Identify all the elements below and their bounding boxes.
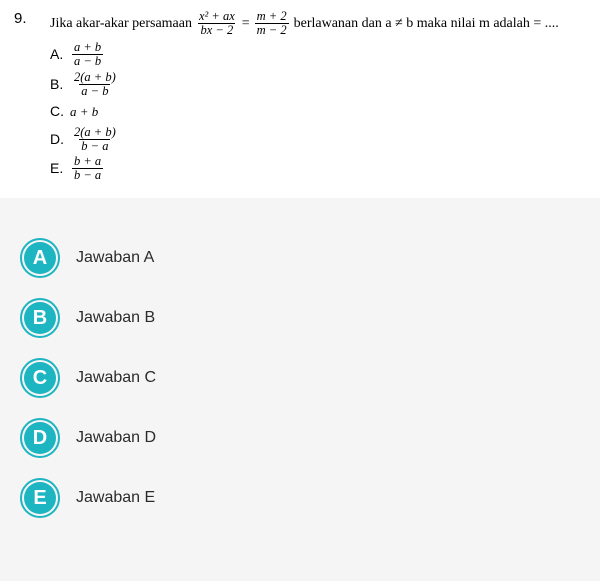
- option-line: A.a + ba − b: [50, 41, 586, 68]
- answer-badge-icon: D: [20, 418, 60, 458]
- equation-rhs-fraction: m + 2 m − 2: [255, 10, 289, 37]
- option-fraction: 2(a + b)b − a: [72, 126, 118, 153]
- option-fraction: a + ba − b: [72, 41, 103, 68]
- option-label: E.: [50, 158, 70, 179]
- answer-text: Jawaban C: [76, 369, 156, 387]
- answer-badge-icon: A: [20, 238, 60, 278]
- option-denominator: b − a: [72, 168, 103, 182]
- option-fraction: 2(a + b)a − b: [72, 71, 118, 98]
- equation-equals: =: [242, 13, 250, 34]
- answer-letter: B: [33, 307, 47, 330]
- option-line: E.b + ab − a: [50, 155, 586, 182]
- question-body: Jika akar-akar persamaan x² + ax bx − 2 …: [50, 10, 586, 184]
- answer-option-b[interactable]: B Jawaban B: [20, 298, 580, 338]
- lhs-numerator: x² + ax: [197, 10, 237, 23]
- option-label: D.: [50, 129, 70, 150]
- answer-letter: D: [33, 427, 47, 450]
- option-numerator: 2(a + b): [72, 126, 118, 139]
- option-fraction: b + ab − a: [72, 155, 103, 182]
- option-denominator: a − b: [72, 54, 103, 68]
- option-line: B.2(a + b)a − b: [50, 71, 586, 98]
- equation-lhs-fraction: x² + ax bx − 2: [197, 10, 237, 37]
- option-denominator: b − a: [79, 139, 110, 153]
- rhs-denominator: m − 2: [255, 23, 289, 37]
- answer-letter: E: [33, 487, 46, 510]
- answer-option-a[interactable]: A Jawaban A: [20, 238, 580, 278]
- answer-letter: C: [33, 367, 47, 390]
- option-line: D.2(a + b)b − a: [50, 126, 586, 153]
- answer-option-d[interactable]: D Jawaban D: [20, 418, 580, 458]
- answer-choices: A Jawaban A B Jawaban B C Jawaban C D Jawaban D…: [0, 198, 600, 548]
- question-panel: 9. Jika akar-akar persamaan x² + ax bx −…: [0, 0, 600, 198]
- answer-option-c[interactable]: C Jawaban C: [20, 358, 580, 398]
- question-number: 9.: [14, 10, 50, 27]
- answer-text: Jawaban B: [76, 309, 155, 327]
- question-stem: Jika akar-akar persamaan x² + ax bx − 2 …: [50, 10, 586, 37]
- answer-badge-icon: E: [20, 478, 60, 518]
- option-numerator: b + a: [72, 155, 103, 168]
- option-label: C.: [50, 101, 70, 122]
- option-numerator: a + b: [72, 41, 103, 54]
- stem-post: berlawanan dan a ≠ b maka nilai m adalah…: [294, 13, 559, 34]
- answer-badge-icon: C: [20, 358, 60, 398]
- answer-letter: A: [33, 247, 47, 270]
- answer-text: Jawaban A: [76, 249, 154, 267]
- rhs-numerator: m + 2: [255, 10, 289, 23]
- options-list: A.a + ba − bB.2(a + b)a − bC.a + bD.2(a …: [50, 41, 586, 182]
- answer-text: Jawaban E: [76, 489, 155, 507]
- answer-option-e[interactable]: E Jawaban E: [20, 478, 580, 518]
- answer-badge-icon: B: [20, 298, 60, 338]
- answer-text: Jawaban D: [76, 429, 156, 447]
- option-numerator: 2(a + b): [72, 71, 118, 84]
- stem-pre: Jika akar-akar persamaan: [50, 13, 192, 34]
- option-line: C.a + b: [50, 100, 586, 124]
- option-label: A.: [50, 44, 70, 65]
- option-value: a + b: [70, 102, 98, 122]
- option-denominator: a − b: [79, 84, 110, 98]
- lhs-denominator: bx − 2: [198, 23, 235, 37]
- option-label: B.: [50, 74, 70, 95]
